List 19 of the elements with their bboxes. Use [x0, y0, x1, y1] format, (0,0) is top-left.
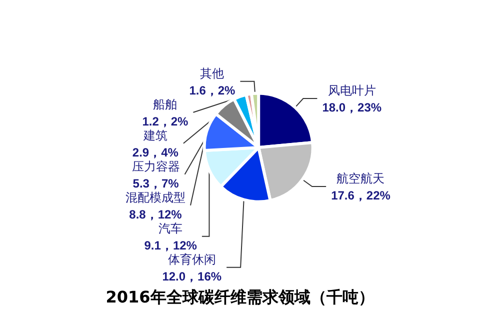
data-label: 18.0，23%: [322, 100, 382, 115]
data-label: 1.6，2%: [189, 83, 236, 98]
slice-label: 航空航天: [336, 172, 385, 186]
slice-label: 汽车: [158, 221, 183, 236]
data-label: 12.0，16%: [162, 269, 222, 284]
data-label: 9.1，12%: [144, 238, 198, 252]
text: 2016年全球碳纤维需求领域（千吨）: [106, 288, 374, 306]
slice-label: 其他: [200, 66, 224, 80]
slice-label: 船舶: [153, 97, 178, 112]
slice-label: 风电叶片: [328, 84, 376, 98]
slice-label: 建筑: [142, 128, 168, 142]
slice-label: 压力容器: [132, 159, 180, 174]
slice-label: 体育休闲: [168, 252, 216, 266]
data-label: 17.6，22%: [331, 188, 391, 203]
data-label: 1.2，2%: [142, 114, 189, 128]
slice-label: 混配模成型: [125, 190, 186, 204]
data-label: 8.8，12%: [129, 207, 182, 222]
data-label: 5.3，7%: [132, 176, 180, 190]
data-label: 2.9，4%: [132, 145, 179, 160]
